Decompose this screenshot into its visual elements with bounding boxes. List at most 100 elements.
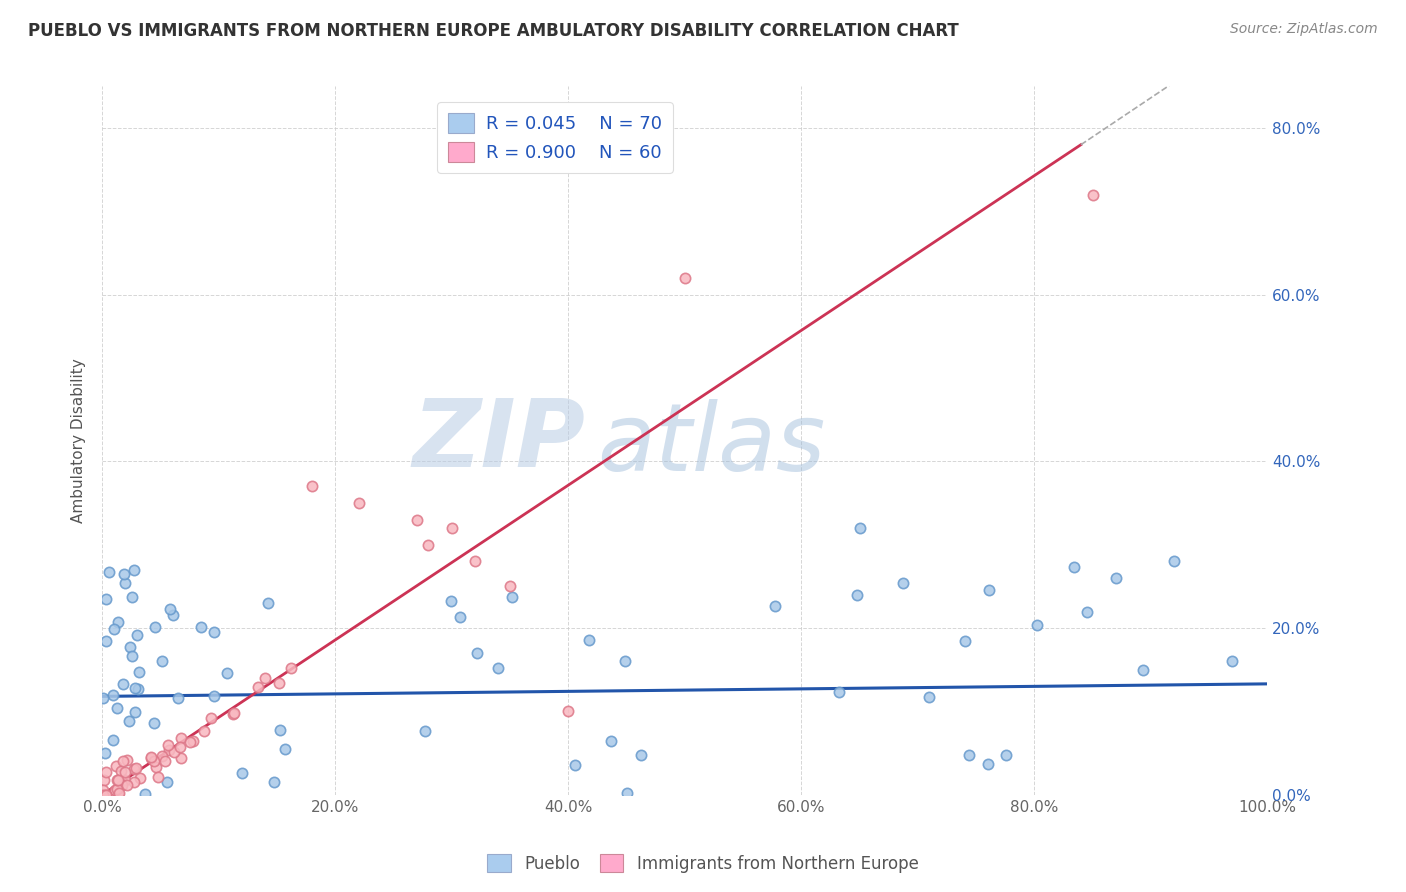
Point xyxy=(114,576,136,591)
Point xyxy=(828,684,851,698)
Point xyxy=(93,788,115,802)
Point xyxy=(613,654,636,668)
Point xyxy=(247,681,270,695)
Point xyxy=(115,753,138,767)
Point xyxy=(150,749,173,764)
Point xyxy=(115,779,138,793)
Point xyxy=(1076,605,1098,619)
Point xyxy=(156,739,179,753)
Point xyxy=(110,764,132,778)
Text: PUEBLO VS IMMIGRANTS FROM NORTHERN EUROPE AMBULATORY DISABILITY CORRELATION CHAR: PUEBLO VS IMMIGRANTS FROM NORTHERN EUROP… xyxy=(28,22,959,40)
Point xyxy=(93,788,115,802)
Point xyxy=(673,271,696,285)
Point xyxy=(143,754,166,768)
Point xyxy=(114,765,136,780)
Point xyxy=(465,646,488,660)
Point xyxy=(112,567,135,582)
Point xyxy=(107,787,129,801)
Point xyxy=(94,788,117,802)
Point xyxy=(124,681,146,695)
Point xyxy=(104,782,127,797)
Point xyxy=(1163,554,1185,568)
Point xyxy=(125,761,148,775)
Point xyxy=(162,608,184,623)
Point xyxy=(93,773,115,788)
Point xyxy=(413,723,436,738)
Point xyxy=(995,748,1018,763)
Legend: R = 0.045    N = 70, R = 0.900    N = 60: R = 0.045 N = 70, R = 0.900 N = 60 xyxy=(437,103,673,173)
Point xyxy=(600,734,623,748)
Point xyxy=(630,748,652,763)
Point xyxy=(256,596,278,610)
Point xyxy=(159,601,181,615)
Point xyxy=(124,706,146,720)
Point xyxy=(112,677,135,691)
Point xyxy=(105,772,128,787)
Point xyxy=(114,772,136,787)
Point xyxy=(94,765,117,780)
Y-axis label: Ambulatory Disability: Ambulatory Disability xyxy=(72,359,86,523)
Point xyxy=(107,772,129,787)
Point xyxy=(121,590,143,604)
Point xyxy=(148,770,170,784)
Point xyxy=(93,690,115,705)
Point xyxy=(118,714,141,729)
Point xyxy=(127,681,149,696)
Point xyxy=(134,788,156,802)
Point xyxy=(111,778,134,792)
Point xyxy=(183,734,205,748)
Point xyxy=(122,762,145,776)
Point xyxy=(163,746,186,760)
Point xyxy=(141,751,163,765)
Text: atlas: atlas xyxy=(598,399,825,490)
Point xyxy=(122,562,145,576)
Point xyxy=(169,739,191,754)
Legend: Pueblo, Immigrants from Northern Europe: Pueblo, Immigrants from Northern Europe xyxy=(481,847,925,880)
Point xyxy=(156,775,179,789)
Point xyxy=(105,701,128,715)
Point xyxy=(105,759,128,773)
Point xyxy=(269,676,291,690)
Point xyxy=(179,735,201,749)
Point xyxy=(107,615,129,629)
Point xyxy=(120,640,142,654)
Point xyxy=(153,755,176,769)
Point xyxy=(94,634,117,648)
Point xyxy=(190,620,212,634)
Point xyxy=(103,622,125,636)
Point xyxy=(616,786,638,800)
Point xyxy=(94,746,117,760)
Point xyxy=(1026,617,1049,632)
Point xyxy=(1132,664,1154,678)
Point xyxy=(200,711,222,725)
Point xyxy=(280,661,302,675)
Point xyxy=(263,774,285,789)
Point xyxy=(93,783,115,797)
Point xyxy=(215,665,238,680)
Point xyxy=(274,741,297,756)
Point xyxy=(94,788,117,802)
Point xyxy=(918,690,941,704)
Point xyxy=(202,689,225,703)
Point xyxy=(499,579,522,593)
Point xyxy=(128,771,150,785)
Point xyxy=(464,554,486,568)
Point xyxy=(145,760,167,774)
Point xyxy=(193,724,215,739)
Point xyxy=(93,788,115,802)
Point xyxy=(347,496,370,510)
Point xyxy=(1081,187,1104,202)
Point xyxy=(222,706,245,721)
Point xyxy=(157,742,180,756)
Point xyxy=(143,620,166,634)
Point xyxy=(101,732,124,747)
Point xyxy=(108,786,131,800)
Point xyxy=(169,751,191,765)
Point xyxy=(1063,560,1085,574)
Point xyxy=(848,521,870,535)
Point xyxy=(578,632,600,647)
Point xyxy=(170,731,193,745)
Point xyxy=(953,633,976,648)
Point xyxy=(977,756,1000,771)
Point xyxy=(440,521,463,535)
